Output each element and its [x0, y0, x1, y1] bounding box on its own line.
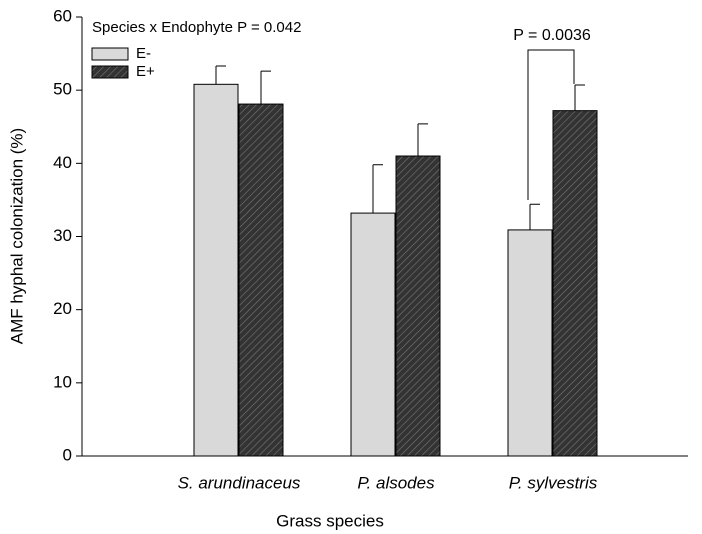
y-tick-label: 10	[53, 372, 72, 391]
y-tick-label: 20	[53, 299, 72, 318]
legend-swatch	[91, 65, 129, 79]
x-axis-label: Grass species	[276, 511, 384, 530]
y-tick-label: 60	[53, 6, 72, 25]
x-tick-label: S. arundinaceus	[178, 473, 301, 492]
error-bar	[215, 65, 226, 85]
x-tick-label: P. sylvestris	[509, 473, 598, 492]
error-bar	[417, 123, 428, 157]
legend-label: E+	[136, 63, 155, 80]
bar	[507, 229, 553, 457]
y-tick-label: 50	[53, 80, 72, 99]
bar	[193, 83, 239, 457]
y-tick-label: 40	[53, 153, 72, 172]
error-bar	[372, 164, 383, 214]
error-bar	[260, 70, 271, 105]
legend-label: E-	[136, 45, 151, 62]
y-tick-label: 30	[53, 226, 72, 245]
significance-bracket	[527, 49, 575, 200]
legend-swatch	[91, 47, 129, 61]
bar	[238, 103, 284, 457]
annotation: P = 0.0036	[513, 27, 591, 44]
annotation: Species x Endophyte P = 0.042	[92, 19, 301, 36]
x-tick-label: P. alsodes	[357, 473, 435, 492]
error-bar	[574, 84, 585, 111]
bar	[552, 110, 598, 457]
bar	[350, 212, 396, 457]
y-axis-label: AMF hyphal colonization (%)	[7, 128, 26, 344]
y-tick-label: 0	[63, 445, 72, 464]
bar	[395, 155, 441, 457]
error-bar	[529, 203, 540, 230]
